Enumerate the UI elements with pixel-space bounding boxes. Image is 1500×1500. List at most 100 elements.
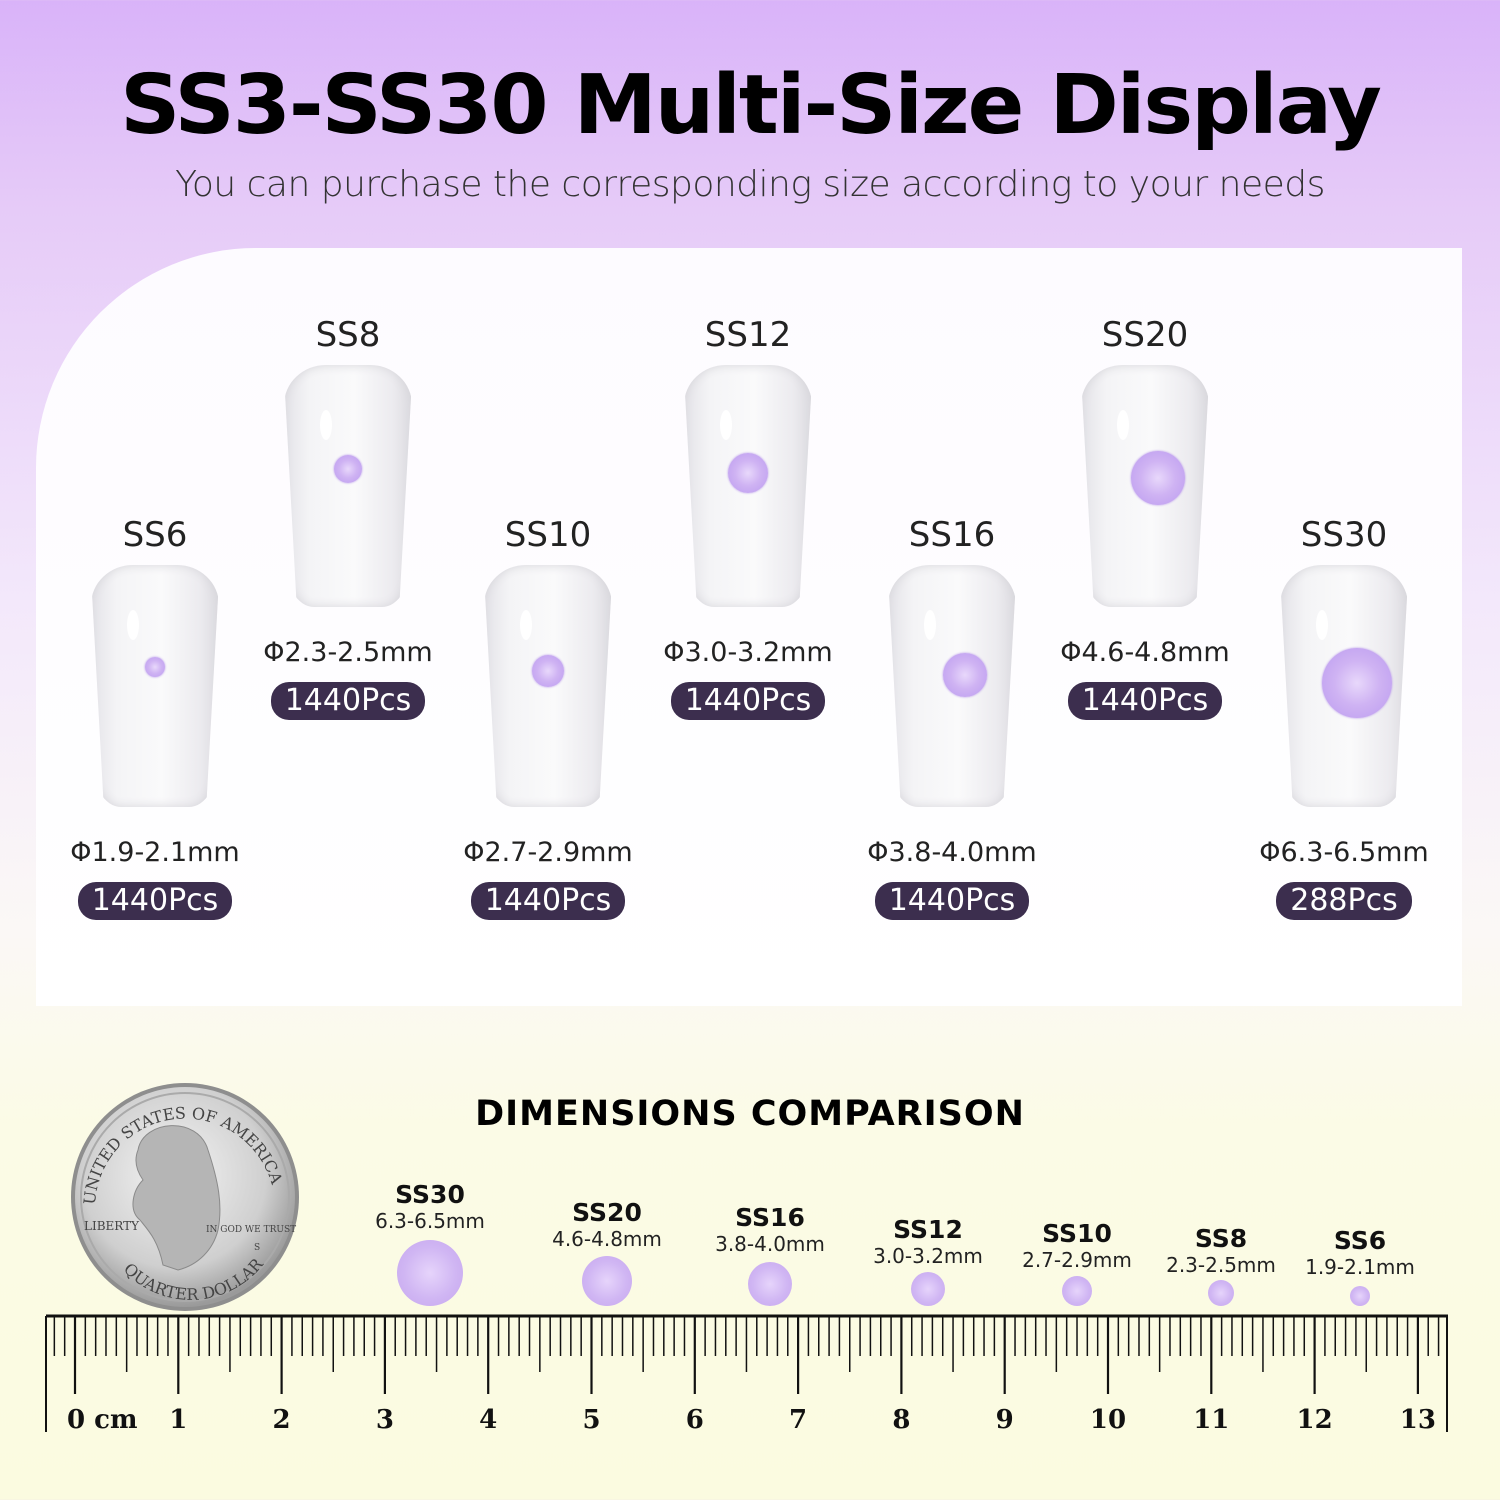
size-dimension: Φ6.3-6.5mm [1259, 837, 1429, 868]
quantity-badge: 288Pcs [1276, 882, 1412, 920]
comparison-item-ss10: SS10 2.7-2.9mm [997, 1219, 1157, 1306]
ruler-label: 13 [1400, 1405, 1436, 1435]
page-subtitle: You can purchase the corresponding size … [175, 164, 1325, 205]
comparison-size-name: SS6 [1333, 1226, 1387, 1255]
nail-shine [1117, 410, 1129, 440]
quantity-badge: 1440Pcs [670, 682, 826, 720]
coin-liberty: LIBERTY [84, 1219, 140, 1233]
comparison-size-mm: 3.0-3.2mm [873, 1244, 983, 1268]
quantity-badge: 1440Pcs [1067, 682, 1223, 720]
comparison-item-ss6: SS6 1.9-2.1mm [1280, 1226, 1440, 1306]
nail-tip-image [91, 565, 219, 807]
ruler-label: 11 [1193, 1405, 1229, 1435]
rhinestone-icon [397, 1240, 463, 1306]
comparison-item-ss30: SS30 6.3-6.5mm [350, 1180, 510, 1306]
comparison-size-name: SS8 [1194, 1224, 1248, 1253]
badge-row: 1440Pcs [35, 868, 275, 920]
size-label: SS30 [1300, 515, 1388, 555]
comparison-item-ss12: SS12 3.0-3.2mm [848, 1215, 1008, 1306]
nail-shine [1316, 610, 1328, 640]
nail-tip-image [284, 365, 412, 607]
size-card-ss12: SS12 Φ3.0-3.2mm 1440Pcs [628, 315, 868, 720]
comparison-size-mm: 3.8-4.0mm [715, 1232, 825, 1256]
size-card-ss20: SS20 Φ4.6-4.8mm 1440Pcs [1025, 315, 1265, 720]
size-label: SS12 [704, 315, 792, 355]
size-card-ss10: SS10 Φ2.7-2.9mm 1440Pcs [428, 515, 668, 920]
badge-row: 1440Pcs [228, 668, 468, 720]
quantity-badge: 1440Pcs [470, 882, 626, 920]
size-card-ss8: SS8 Φ2.3-2.5mm 1440Pcs [228, 315, 468, 720]
quarter-coin-image: UNITED STATES OF AMERICA QUARTER DOLLAR … [71, 1083, 299, 1311]
washington-portrait-icon [132, 1125, 221, 1271]
comparison-size-mm: 6.3-6.5mm [375, 1209, 485, 1233]
quantity-badge: 1440Pcs [77, 882, 233, 920]
ruler-label: 3 [376, 1405, 394, 1435]
size-label: SS16 [908, 515, 996, 555]
badge-row: 1440Pcs [628, 668, 868, 720]
comparison-size-name: SS16 [735, 1203, 805, 1232]
nail-shine [924, 610, 936, 640]
ruler-label: 4 [479, 1405, 497, 1435]
ruler-label: 2 [273, 1405, 291, 1435]
nail-shine [127, 610, 139, 640]
rhinestone-icon [1350, 1286, 1370, 1306]
comparison-size-name: SS10 [1042, 1219, 1112, 1248]
ruler-label: 8 [892, 1405, 910, 1435]
nail-tip-image [684, 365, 812, 607]
rhinestone-icon [728, 453, 768, 494]
comparison-size-mm: 4.6-4.8mm [552, 1227, 662, 1251]
size-card-ss6: SS6 Φ1.9-2.1mm 1440Pcs [35, 515, 275, 920]
badge-row: 1440Pcs [1025, 668, 1265, 720]
ruler-label: 9 [996, 1405, 1014, 1435]
comparison-title: DIMENSIONS COMPARISON [475, 1094, 1025, 1134]
ruler-label: 1 [169, 1405, 187, 1435]
rhinestone-icon [1062, 1276, 1092, 1306]
comparison-item-ss8: SS8 2.3-2.5mm [1141, 1224, 1301, 1306]
coin-motto: IN GOD WE TRUST [206, 1225, 296, 1235]
nail-tip-image [1081, 365, 1209, 607]
nail-tip-image [484, 565, 612, 807]
ruler-label: 7 [789, 1405, 807, 1435]
size-label: SS20 [1101, 315, 1189, 355]
rhinestone-icon [145, 656, 165, 677]
size-label: SS6 [122, 515, 188, 555]
size-dimension: Φ2.7-2.9mm [463, 837, 633, 868]
rhinestone-icon [942, 652, 987, 697]
size-card-ss16: SS16 Φ3.8-4.0mm 1440Pcs [832, 515, 1072, 920]
rhinestone-icon [748, 1262, 792, 1306]
rhinestone-icon [334, 455, 362, 484]
comparison-item-ss20: SS20 4.6-4.8mm [527, 1198, 687, 1306]
size-label: SS10 [504, 515, 592, 555]
size-label: SS8 [315, 315, 381, 355]
ruler-label: 0 cm [67, 1405, 137, 1435]
rhinestone-icon [532, 654, 564, 687]
comparison-size-name: SS20 [572, 1198, 642, 1227]
size-dimension: Φ3.8-4.0mm [867, 837, 1037, 868]
badge-row: 1440Pcs [428, 868, 668, 920]
badge-row: 288Pcs [1224, 868, 1464, 920]
rhinestone-icon [1208, 1280, 1234, 1306]
rhinestone-icon [911, 1272, 945, 1306]
size-card-ss30: SS30 Φ6.3-6.5mm 288Pcs [1224, 515, 1464, 920]
comparison-size-mm: 2.3-2.5mm [1166, 1253, 1276, 1277]
ruler-label: 10 [1090, 1405, 1126, 1435]
ruler-label: 6 [686, 1405, 704, 1435]
nail-shine [520, 610, 532, 640]
nail-shine [720, 410, 732, 440]
comparison-size-name: SS12 [893, 1215, 963, 1244]
size-dimension: Φ2.3-2.5mm [263, 637, 433, 668]
badge-row: 1440Pcs [832, 868, 1072, 920]
quantity-badge: 1440Pcs [270, 682, 426, 720]
nail-shine [320, 410, 332, 440]
comparison-item-ss16: SS16 3.8-4.0mm [690, 1203, 850, 1306]
rhinestone-icon [1321, 648, 1392, 719]
page-title: SS3-SS30 Multi-Size Display [120, 58, 1382, 153]
rhinestone-icon [1130, 451, 1185, 505]
size-dimension: Φ1.9-2.1mm [70, 837, 240, 868]
rhinestone-icon [582, 1256, 632, 1306]
size-dimension: Φ3.0-3.2mm [663, 637, 833, 668]
comparison-size-mm: 2.7-2.9mm [1022, 1248, 1132, 1272]
comparison-size-mm: 1.9-2.1mm [1305, 1255, 1415, 1279]
ruler-label: 12 [1297, 1405, 1333, 1435]
